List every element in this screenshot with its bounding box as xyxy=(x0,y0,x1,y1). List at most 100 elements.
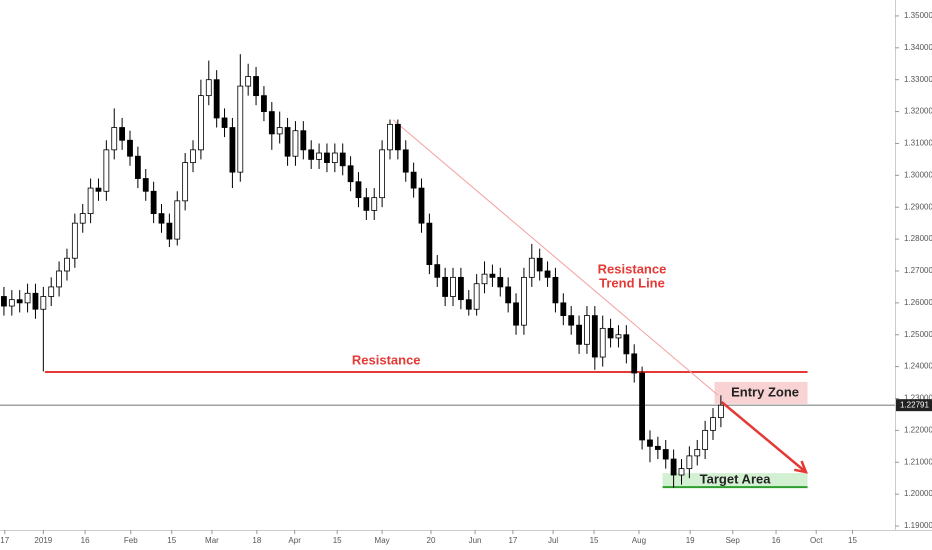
candle-body xyxy=(48,286,55,297)
candle-body xyxy=(584,315,590,345)
entry-zone xyxy=(714,381,808,404)
candle-body xyxy=(568,315,575,326)
candle-body xyxy=(166,222,173,240)
candle-body xyxy=(292,130,299,157)
candle-body xyxy=(79,213,86,224)
y-tick-label: 1.25000 xyxy=(904,330,932,339)
candle-body xyxy=(205,79,212,97)
y-tick-label: 1.19000 xyxy=(904,521,932,530)
last-price-tag xyxy=(896,399,932,412)
entry-zone-label: Entry Zone xyxy=(731,384,799,399)
trend-line xyxy=(392,119,719,396)
candle-body xyxy=(198,95,204,151)
candle-body xyxy=(394,123,401,151)
candle-body xyxy=(442,276,449,297)
candle-body xyxy=(331,152,338,163)
candle-body xyxy=(150,190,157,214)
candle-body xyxy=(662,449,669,460)
x-tick-label: 17 xyxy=(0,536,9,545)
candle-body xyxy=(513,302,519,326)
x-tick-label: Jun xyxy=(469,536,482,545)
candle-body xyxy=(536,257,543,272)
x-tick-label: Aug xyxy=(632,536,646,545)
candle-body xyxy=(111,127,118,151)
candle-body xyxy=(56,270,62,288)
candle-body xyxy=(670,458,677,476)
y-tick-label: 1.31000 xyxy=(904,139,932,148)
candle-body xyxy=(213,79,220,119)
trend-line-label: Resistance xyxy=(598,261,667,276)
candle-body xyxy=(694,449,701,457)
y-tick-label: 1.20000 xyxy=(904,489,932,498)
candle-body xyxy=(316,152,322,160)
x-tick-label: Jul xyxy=(548,536,558,545)
candle-body xyxy=(647,439,653,447)
candle-body xyxy=(71,222,78,259)
candle-body xyxy=(717,404,724,419)
last-price-label: 1.22791 xyxy=(900,400,929,409)
x-tick-label: Mar xyxy=(205,536,219,545)
arrow-head xyxy=(793,460,808,474)
x-tick-label: 16 xyxy=(81,536,90,545)
x-tick-label: 20 xyxy=(427,536,436,545)
y-tick-label: 1.29000 xyxy=(904,202,932,211)
x-tick-label: Oct xyxy=(810,536,823,545)
candle-body xyxy=(560,302,567,317)
x-tick-label: 19 xyxy=(686,536,695,545)
candle-body xyxy=(347,165,354,183)
candle-body xyxy=(253,76,259,97)
candle-body xyxy=(505,286,512,304)
candle-body xyxy=(308,149,315,160)
candle-body xyxy=(300,130,307,151)
x-tick-label: Feb xyxy=(124,536,138,545)
candle-body xyxy=(607,327,614,339)
candle-body xyxy=(497,276,504,288)
target-area-label: Target Area xyxy=(700,472,772,487)
candle-body xyxy=(631,353,638,374)
candle-body xyxy=(182,162,189,202)
candle-body xyxy=(686,455,693,470)
candle-body xyxy=(418,187,425,224)
candle-body xyxy=(379,149,386,199)
candle-body xyxy=(371,197,378,211)
candle-body xyxy=(95,187,102,192)
candle-body xyxy=(229,127,236,173)
trend-line-label: Trend Line xyxy=(599,275,665,290)
x-tick-label: 17 xyxy=(508,536,517,545)
candle-body xyxy=(355,181,362,199)
x-tick-label: Apr xyxy=(288,536,301,545)
candle-body xyxy=(284,127,291,157)
y-tick-label: 1.28000 xyxy=(904,234,932,243)
candle-body xyxy=(489,273,496,278)
candle-body xyxy=(434,264,441,278)
y-tick-label: 1.21000 xyxy=(904,457,932,466)
candle-body xyxy=(339,152,346,167)
candle-body xyxy=(87,187,94,214)
candle-body xyxy=(363,197,370,211)
candle-body xyxy=(528,257,535,278)
candle-body xyxy=(134,155,141,179)
y-tick-label: 1.26000 xyxy=(904,298,932,307)
candle-body xyxy=(450,276,456,297)
y-tick-label: 1.34000 xyxy=(904,43,932,52)
candle-body xyxy=(40,296,47,310)
candle-body xyxy=(127,139,133,157)
target-area xyxy=(662,473,808,488)
candle-body xyxy=(245,76,252,87)
candle-body xyxy=(402,149,409,173)
x-tick-label: 15 xyxy=(333,536,342,545)
y-tick-label: 1.35000 xyxy=(904,11,932,20)
candle-body xyxy=(639,372,645,441)
candle-body xyxy=(481,273,488,285)
candle-body xyxy=(32,292,39,310)
candle-body xyxy=(623,334,630,355)
y-tick-label: 1.23000 xyxy=(904,394,932,403)
x-tick-label: 15 xyxy=(167,536,176,545)
x-tick-label: 15 xyxy=(848,536,857,545)
candle-body xyxy=(654,445,661,450)
candle-body xyxy=(410,171,417,189)
candle-body xyxy=(174,200,181,240)
candle-body xyxy=(599,327,606,358)
